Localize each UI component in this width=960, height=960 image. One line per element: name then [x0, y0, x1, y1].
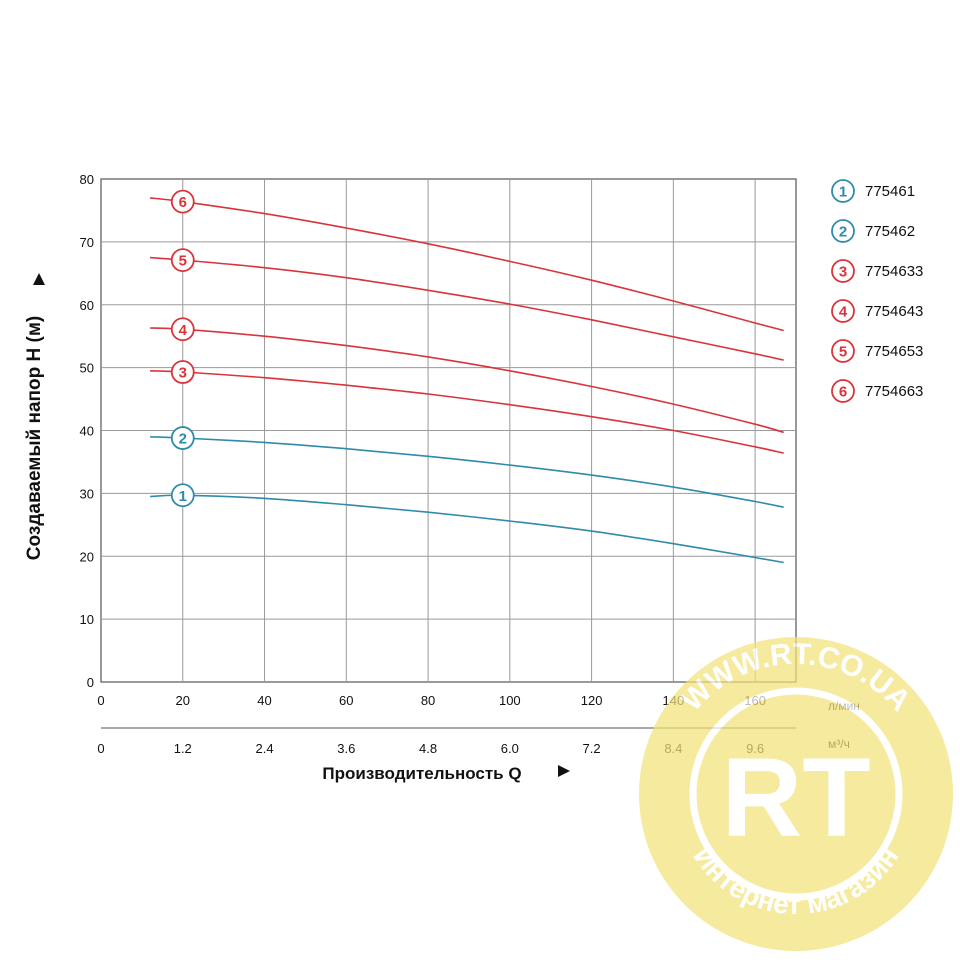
- x2-tick-label: 1.2: [174, 741, 192, 756]
- y-tick-label: 70: [80, 235, 94, 250]
- series-marker-6: [170, 189, 195, 214]
- legend-marker-label-2: 2: [839, 224, 847, 241]
- legend-marker-label-5: 5: [839, 344, 847, 361]
- series-line-4: [150, 327, 784, 434]
- legend-marker-2: [831, 219, 855, 243]
- legend-entry-4: 7754643: [865, 303, 923, 320]
- grid: [100, 178, 797, 683]
- series-marker-1: [170, 483, 195, 508]
- y-tick-label: 10: [80, 612, 94, 627]
- legend-marker-4: [831, 299, 855, 323]
- series-marker-4: [170, 317, 195, 342]
- y-tick-label: 30: [80, 486, 94, 501]
- legend-marker-label-4: 4: [839, 304, 848, 321]
- y-tick-label: 50: [80, 361, 94, 376]
- legend-marker-label-1: 1: [839, 184, 847, 201]
- legend-marker-label-3: 3: [839, 264, 847, 281]
- series-marker-label-2: 2: [179, 431, 187, 448]
- x-tick-label: 40: [257, 693, 271, 708]
- legend-entry-5: 7754653: [865, 343, 923, 360]
- watermark-outer-disc: [639, 637, 953, 951]
- x2-tick-label: 7.2: [583, 741, 601, 756]
- legend-marker-3: [831, 259, 855, 283]
- y-tick-label: 0: [87, 675, 94, 690]
- y-tick-label: 80: [80, 172, 94, 187]
- x-tick-label: 100: [499, 693, 521, 708]
- series-line-6: [150, 197, 784, 332]
- series-marker-label-6: 6: [179, 194, 187, 211]
- legend-marker-5: [831, 339, 855, 363]
- x2-tick-label: 2.4: [255, 741, 273, 756]
- series-marker-3: [170, 360, 195, 384]
- x2-tick-label: 4.8: [419, 741, 437, 756]
- legend: 1 775461 2 775462 3 7754633 4 7754643 5 7754653 6 7…: [831, 179, 923, 403]
- legend-entry-2: 775462: [865, 223, 915, 240]
- x-tick-label: 20: [176, 693, 190, 708]
- series-line-3: [150, 370, 784, 454]
- series-marker-2: [170, 426, 195, 450]
- watermark-inner-ring: [689, 687, 903, 901]
- x-tick-label: 120: [581, 693, 603, 708]
- series-marker-5: [170, 248, 195, 273]
- series-lines: 1 2 3 4 5 6: [150, 189, 784, 564]
- watermark-logo-letters: RT: [721, 735, 870, 860]
- series-line-2: [150, 436, 784, 508]
- legend-entry-6: 7754663: [865, 383, 923, 400]
- series-marker-label-1: 1: [179, 488, 187, 505]
- x2-tick-label: 3.6: [337, 741, 355, 756]
- y-tick-label: 20: [80, 549, 94, 564]
- legend-marker-6: [831, 379, 855, 403]
- x-tick-label: 60: [339, 693, 353, 708]
- y-tick-label: 60: [80, 298, 94, 313]
- x-axis-arrow-icon: [558, 765, 570, 777]
- series-line-1: [150, 494, 784, 564]
- legend-entry-1: 775461: [865, 183, 915, 200]
- x2-tick-label: 6.0: [501, 741, 519, 756]
- legend-marker-1: [831, 179, 855, 203]
- series-marker-label-3: 3: [179, 365, 187, 382]
- series-marker-label-5: 5: [179, 253, 187, 270]
- x-tick-label: 80: [421, 693, 435, 708]
- x2-tick-label: 0: [97, 741, 104, 756]
- legend-entry-3: 7754633: [865, 263, 923, 280]
- y-tick-label: 40: [80, 424, 94, 439]
- y-axis-arrow-icon: [33, 273, 45, 285]
- x-tick-label: 0: [97, 693, 104, 708]
- series-line-5: [150, 256, 784, 361]
- legend-marker-label-6: 6: [839, 384, 847, 401]
- y-axis-title: Создаваемый напор H (м): [24, 316, 45, 560]
- x-axis-title: Производительность Q: [322, 764, 521, 783]
- series-marker-label-4: 4: [179, 322, 188, 339]
